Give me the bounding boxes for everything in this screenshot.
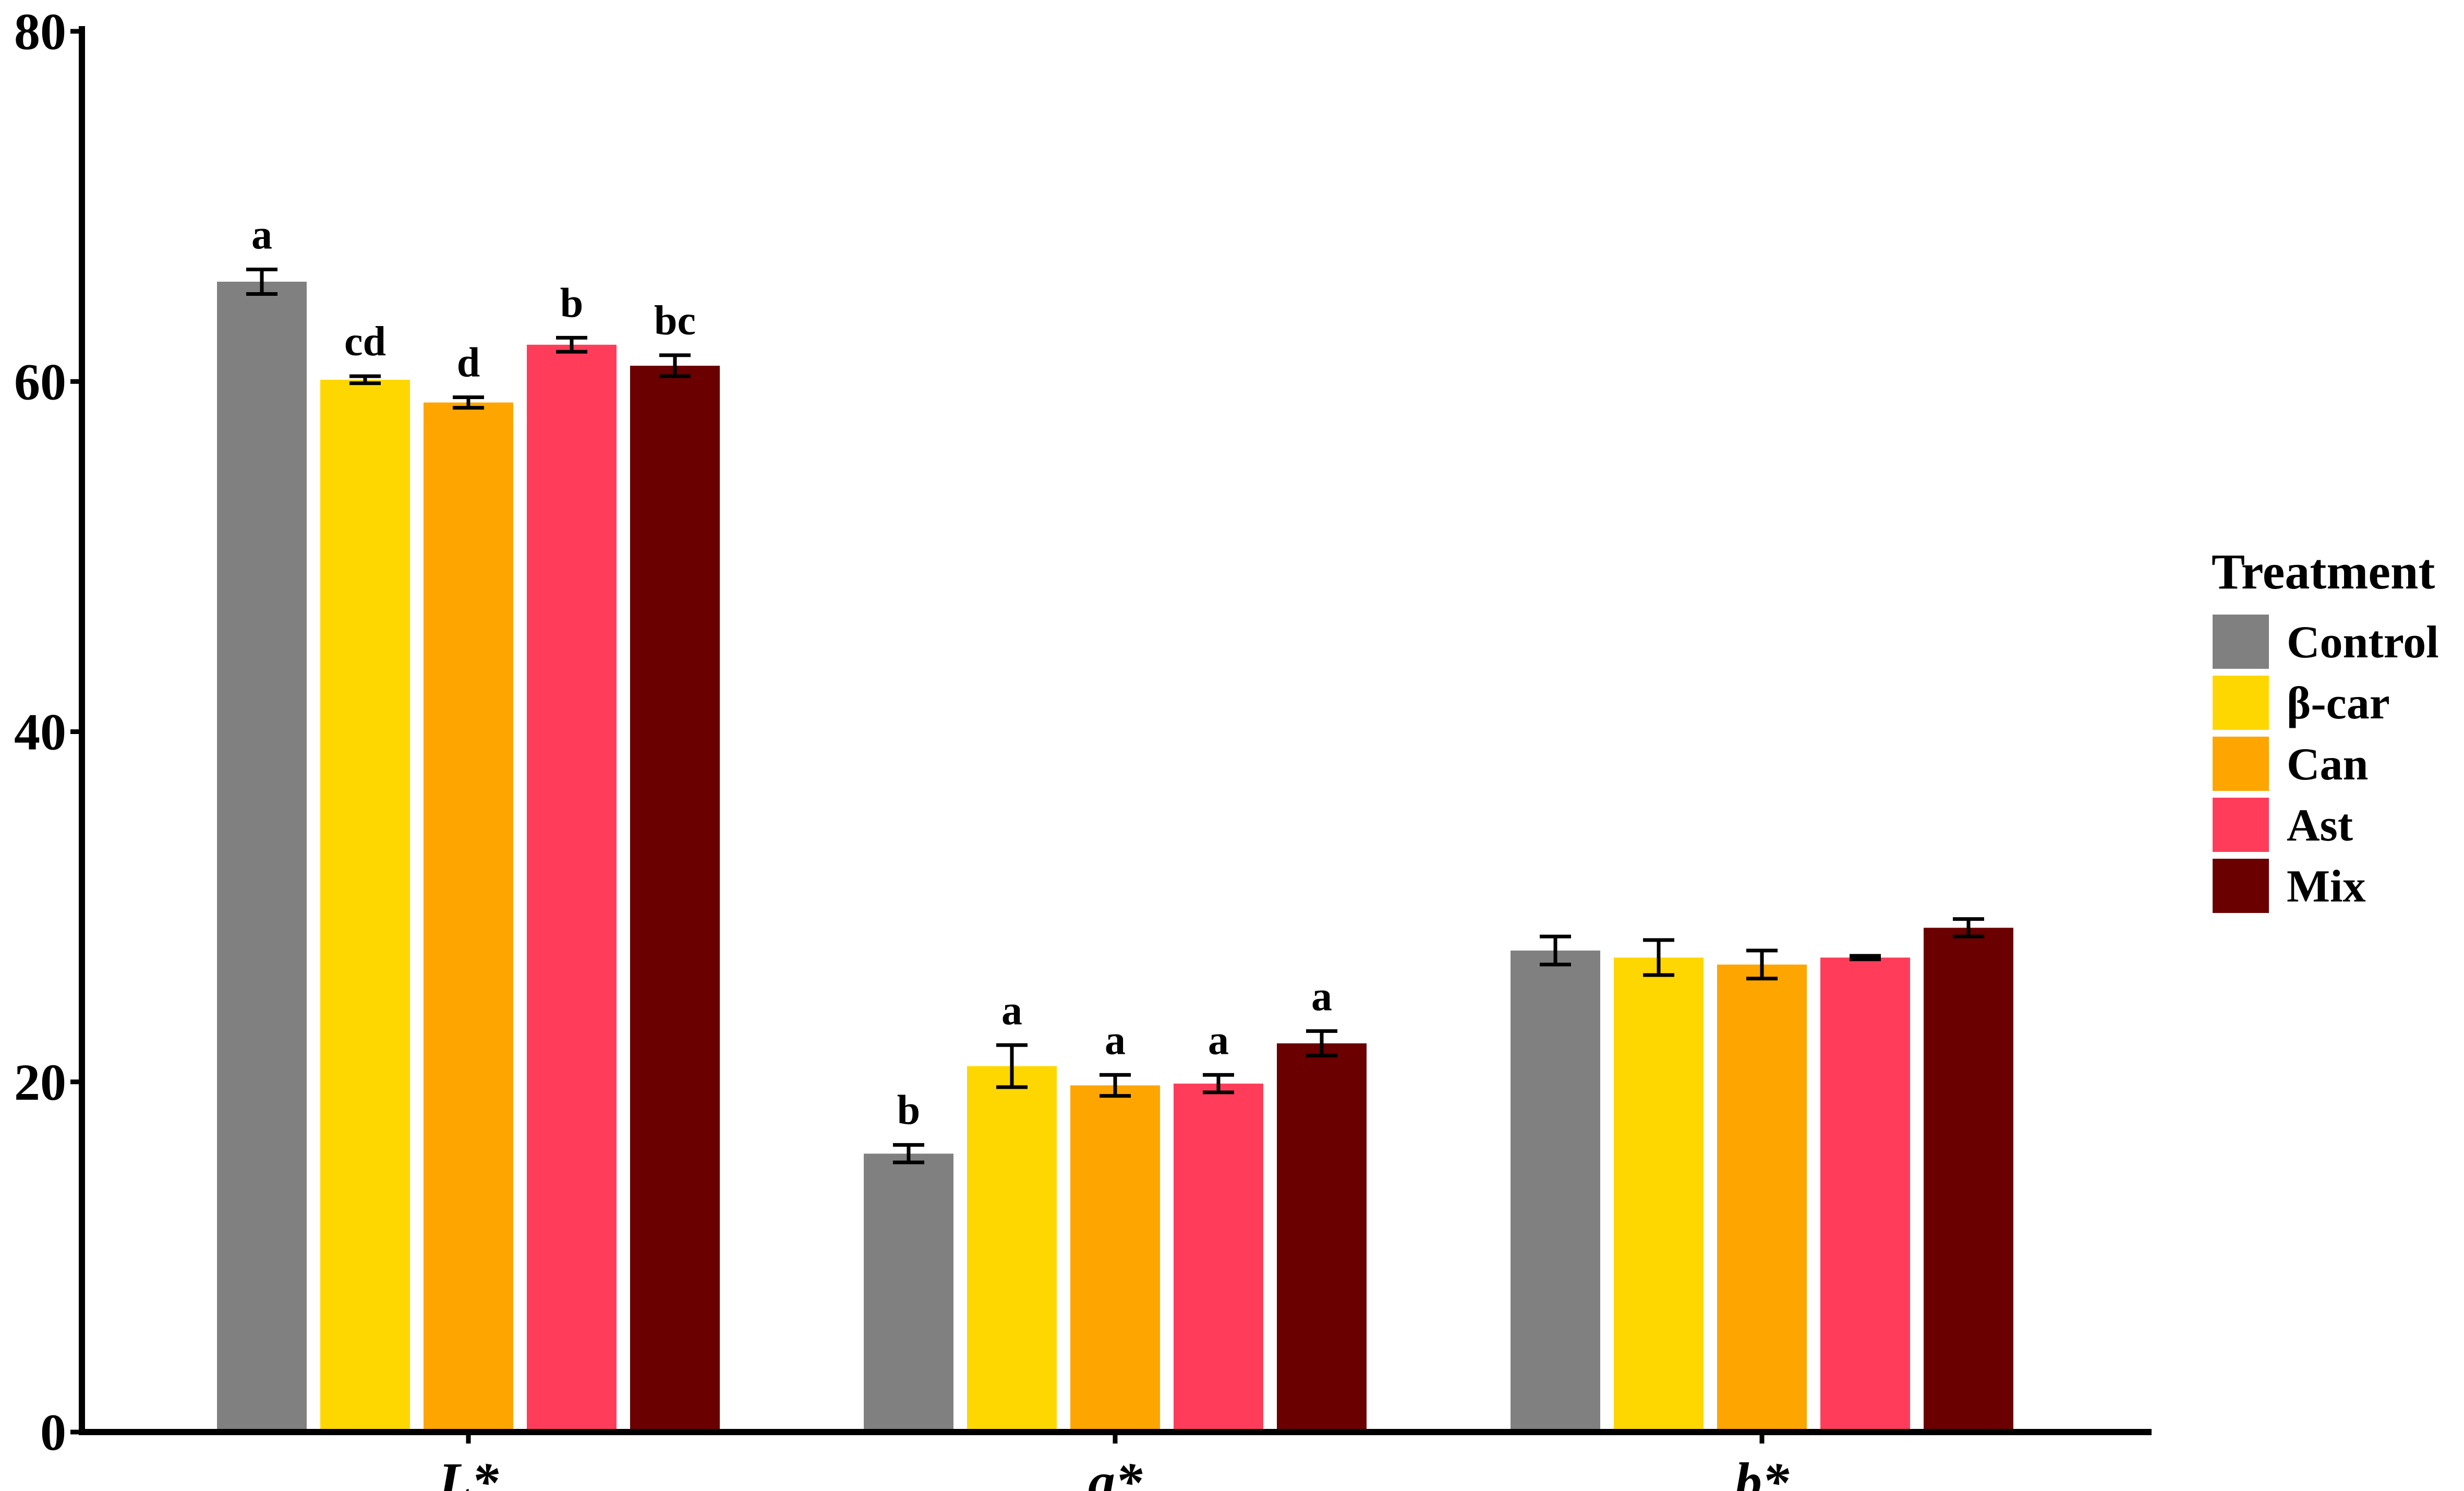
bar-3-Ast (1820, 957, 1910, 1432)
bar-2-Can (1070, 1085, 1160, 1432)
bar-2-Ast (1174, 1084, 1263, 1432)
error-bar-1-β-car (349, 374, 381, 386)
bar-3-β-car (1614, 957, 1704, 1432)
sig-label-1-β-car: cd (344, 319, 386, 365)
legend-key-Control (2213, 615, 2269, 669)
y-tick-label-80: 80 (14, 3, 66, 61)
sig-label-1-Can: d (457, 340, 480, 386)
error-bar-2-β-car (996, 1043, 1028, 1089)
error-bar-2-Ast (1203, 1073, 1234, 1095)
bar-2-Mix (1277, 1043, 1367, 1432)
legend-key-Ast (2213, 798, 2269, 852)
legend-key-Mix (2213, 859, 2269, 913)
error-bar-3-Ast (1850, 954, 1881, 961)
legend-label-Can: Can (2287, 739, 2369, 790)
bar-3-Mix (1924, 928, 2013, 1432)
bar-1-β-car (320, 379, 410, 1432)
bar-1-Mix (630, 366, 720, 1433)
error-bar-1-Ast (556, 335, 587, 354)
error-bar-3-Can (1746, 948, 1778, 981)
error-bar-2-Control (893, 1143, 924, 1164)
sig-label-2-Can: a (1105, 1017, 1126, 1063)
y-tick-label-60: 60 (14, 353, 66, 411)
sig-label-2-Control: b (897, 1088, 921, 1134)
error-bar-1-Mix (659, 353, 691, 378)
bar-3-Can (1717, 964, 1807, 1432)
error-bar-3-Mix (1953, 917, 1984, 939)
sig-label-1-Control: a (251, 212, 272, 258)
sig-label-1-Ast: b (560, 280, 584, 326)
error-bars-layer (246, 267, 1984, 1164)
error-bar-2-Mix (1306, 1029, 1337, 1057)
y-tick-label-0: 0 (40, 1403, 66, 1461)
sig-label-2-β-car: a (1001, 988, 1022, 1033)
bars-layer (217, 281, 2013, 1433)
bar-2-β-car (967, 1066, 1057, 1432)
sig-label-1-Mix: bc (654, 298, 696, 344)
x-tick-label-2: a* (1088, 1452, 1143, 1491)
y-tick-label-20: 20 (14, 1053, 66, 1111)
error-bar-3-Control (1540, 934, 1571, 967)
bar-1-Control (217, 281, 307, 1432)
legend-label-Mix: Mix (2287, 861, 2366, 912)
sig-label-2-Mix: a (1311, 973, 1332, 1019)
bar-2-Control (864, 1153, 953, 1432)
y-tick-label-40: 40 (14, 703, 66, 761)
legend: Treatment Control β-car Can Ast Mix (2212, 544, 2439, 913)
error-bar-1-Control (246, 267, 277, 296)
error-bar-1-Can (453, 395, 484, 410)
bar-3-Control (1511, 951, 1600, 1432)
bar-1-Ast (527, 344, 617, 1432)
sig-label-2-Ast: a (1208, 1017, 1229, 1063)
x-tick-label-1: L* (438, 1452, 499, 1491)
legend-label-Ast: Ast (2287, 800, 2353, 851)
legend-key-β-car (2213, 676, 2269, 730)
axes-layer: L* a* b* 0 20 40 60 80 (14, 3, 2152, 1491)
legend-key-Can (2213, 737, 2269, 791)
error-bar-3-β-car (1643, 938, 1674, 977)
legend-title: Treatment (2212, 544, 2435, 599)
bar-1-Can (424, 402, 513, 1432)
legend-label-Control: Control (2287, 617, 2439, 668)
error-bar-2-Can (1100, 1073, 1131, 1098)
x-tick-label-3: b* (1735, 1452, 1790, 1491)
legend-label-β-car: β-car (2287, 678, 2390, 729)
significance-labels-layer: a cd d b bc b a a a a (251, 212, 1332, 1133)
